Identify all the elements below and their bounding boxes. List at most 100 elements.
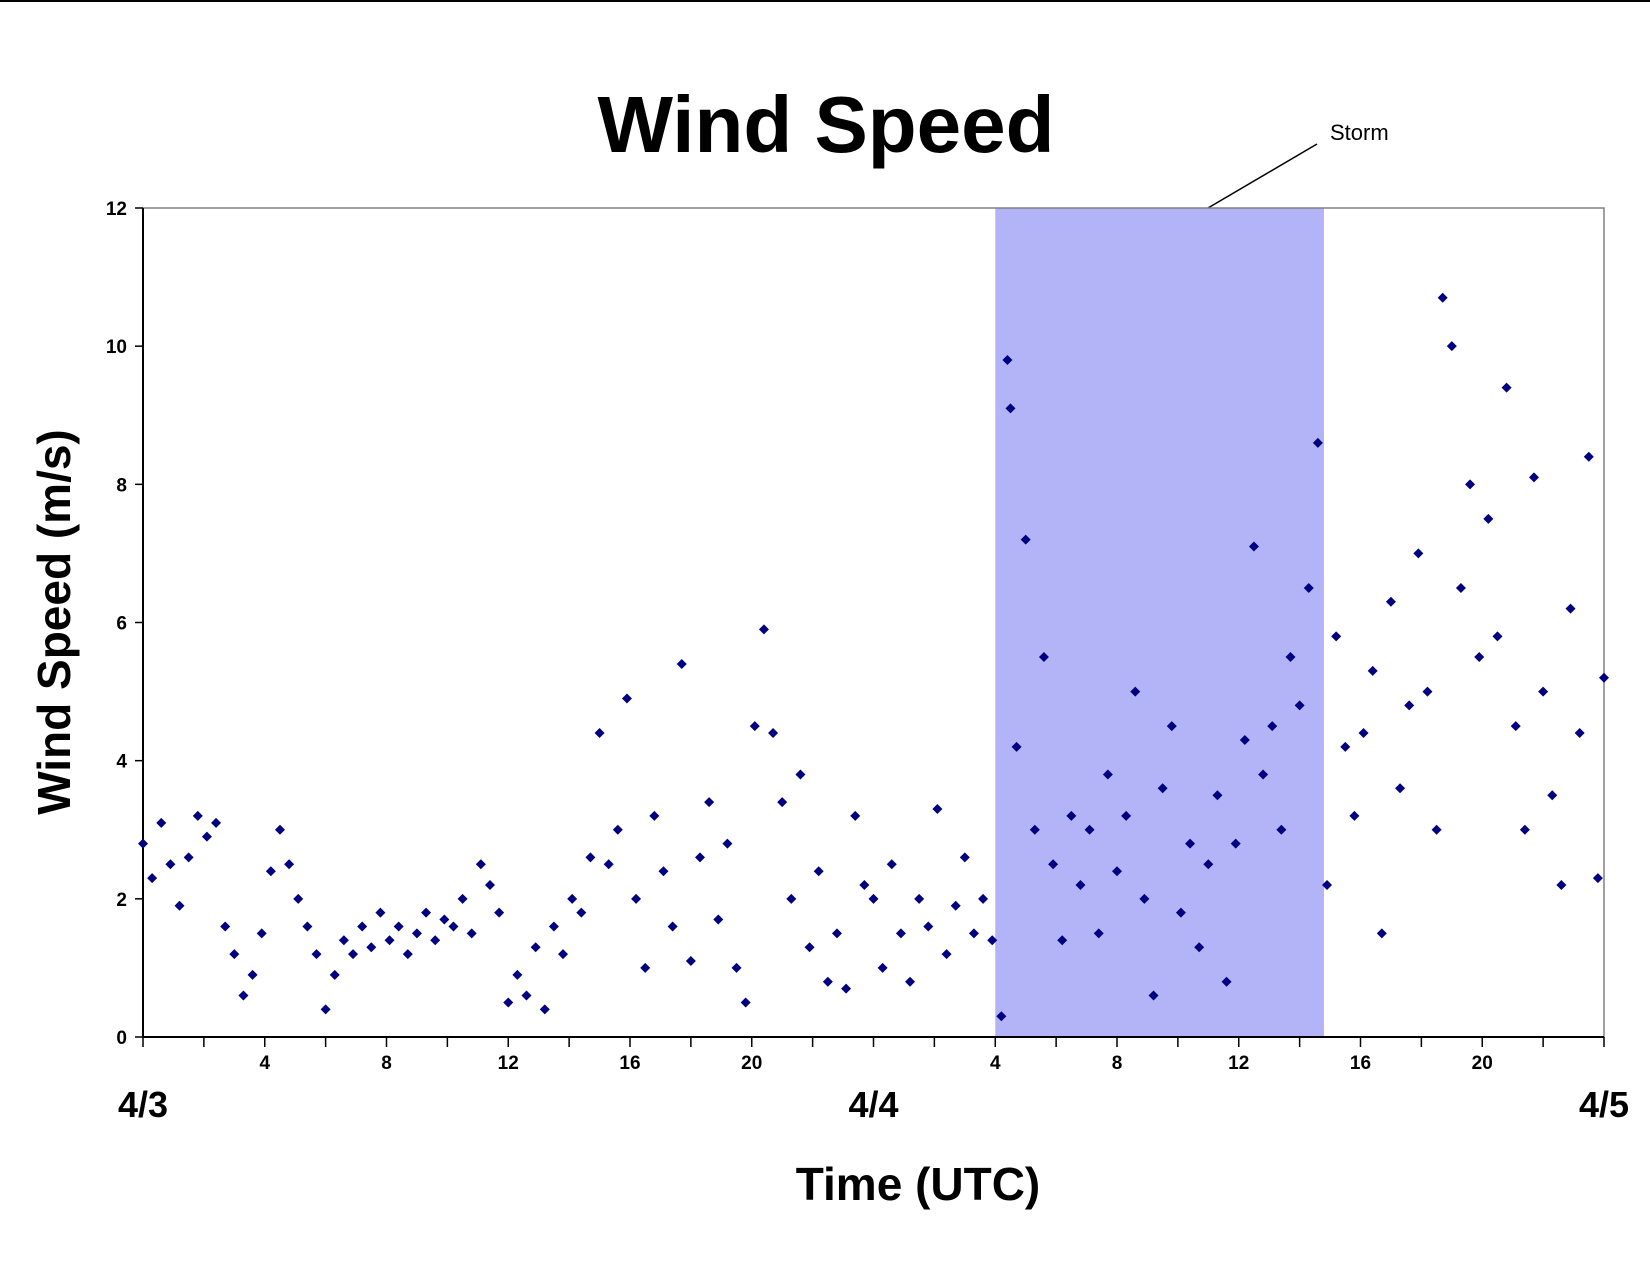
point [503, 997, 514, 1008]
chart-title: Wind Speed [597, 80, 1054, 169]
point [1422, 686, 1433, 697]
point [1312, 437, 1323, 448]
y-tick-label: 10 [106, 337, 127, 358]
point [1574, 728, 1585, 739]
point [457, 893, 468, 904]
point [1455, 582, 1466, 593]
point [1185, 838, 1196, 849]
point [658, 866, 669, 877]
point [165, 859, 176, 870]
point [649, 810, 660, 821]
point [1465, 479, 1476, 490]
point [704, 797, 715, 808]
point [1029, 824, 1040, 835]
point [758, 624, 769, 635]
point [968, 928, 979, 939]
point [402, 949, 413, 960]
point [183, 852, 194, 863]
point [1331, 631, 1342, 642]
x-tick-label: 8 [1112, 1053, 1123, 1074]
x-tick-label: 20 [741, 1053, 762, 1074]
point [1538, 686, 1549, 697]
point [594, 728, 605, 739]
point [1446, 341, 1457, 352]
point [631, 893, 642, 904]
point [1367, 665, 1378, 676]
storm-band [995, 208, 1324, 1037]
point [201, 831, 212, 842]
point [567, 893, 578, 904]
point [439, 914, 450, 925]
point [1121, 810, 1132, 821]
point [713, 914, 724, 925]
plot-frame [142, 207, 1605, 1038]
point [211, 817, 222, 828]
point [512, 969, 523, 980]
point [539, 1004, 550, 1015]
point [1592, 873, 1603, 884]
point [357, 921, 368, 932]
point [411, 928, 422, 939]
point [138, 838, 148, 849]
point [1084, 824, 1095, 835]
point [722, 838, 733, 849]
point [1248, 541, 1259, 552]
point [393, 921, 404, 932]
point [1376, 928, 1387, 939]
point [1358, 728, 1369, 739]
y-tick-label: 6 [116, 614, 127, 635]
point [1395, 783, 1406, 794]
point [494, 907, 505, 918]
point [238, 990, 249, 1001]
point [348, 949, 359, 960]
point [1075, 880, 1086, 891]
point [1066, 810, 1077, 821]
point [1565, 603, 1576, 614]
point [1483, 513, 1494, 524]
day-label: 4/5 [1579, 1084, 1629, 1125]
point [1285, 652, 1296, 663]
point [1547, 790, 1558, 801]
y-tick-label: 2 [116, 890, 127, 911]
point [923, 921, 934, 932]
point [612, 824, 623, 835]
point [284, 859, 295, 870]
x-tick-label: 12 [1228, 1053, 1249, 1074]
point [831, 928, 842, 939]
point [950, 900, 961, 911]
x-tick-label: 4 [990, 1053, 1001, 1074]
point [220, 921, 231, 932]
point [548, 921, 559, 932]
point [484, 880, 495, 891]
point [174, 900, 185, 911]
point [740, 997, 751, 1008]
point [366, 942, 377, 953]
point [1303, 582, 1314, 593]
point [850, 810, 861, 821]
point [156, 817, 167, 828]
point [941, 949, 952, 960]
point [914, 893, 925, 904]
point [1230, 838, 1241, 849]
point [695, 852, 706, 863]
point [384, 935, 395, 946]
point [1148, 990, 1159, 1001]
point [987, 935, 998, 946]
point [667, 921, 678, 932]
point [1519, 824, 1530, 835]
point [585, 852, 596, 863]
point [302, 921, 313, 932]
point [731, 962, 742, 973]
point [978, 893, 989, 904]
point [1212, 790, 1223, 801]
point [640, 962, 651, 973]
point [1221, 976, 1232, 987]
point [996, 1011, 1007, 1022]
day-label: 4/3 [118, 1084, 168, 1125]
point [247, 969, 258, 980]
point [749, 721, 760, 732]
point [1276, 824, 1287, 835]
point [777, 797, 788, 808]
y-tick-label: 8 [116, 475, 127, 496]
